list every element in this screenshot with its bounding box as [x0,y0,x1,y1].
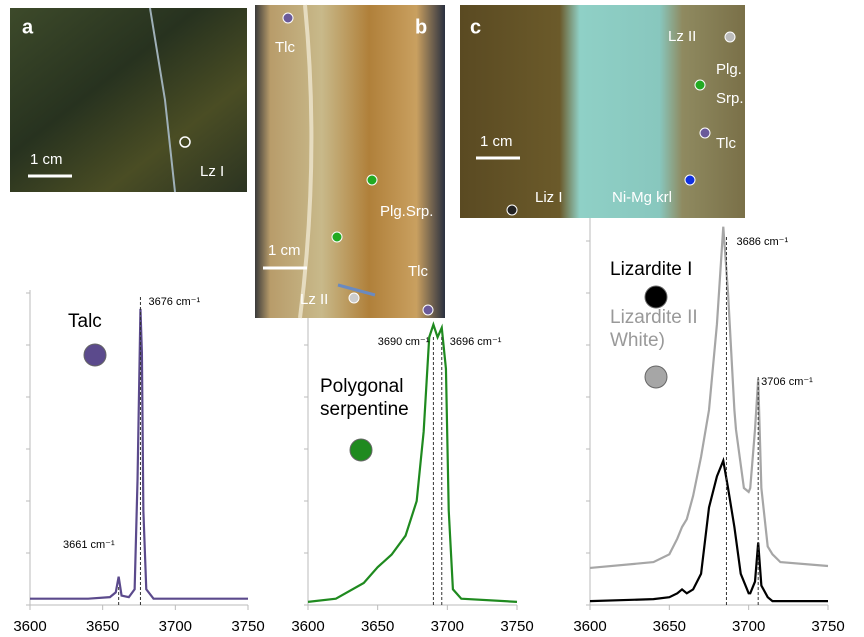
spectra: 3600 3650 3700 3750 3676 cm⁻¹ 3661 cm⁻¹ 3600 36… [13,215,845,635]
x-tick-label: 3700 [159,618,192,635]
x-tick-label: 3600 [573,618,606,635]
mineral-label: Liz I [535,189,563,206]
spot [724,31,736,43]
spot [422,304,434,316]
scale-label: 1 cm [30,151,63,168]
vein [149,7,176,193]
spectrum [589,226,829,570]
mineral-label: Plg. [716,61,742,78]
spot [699,127,711,139]
spot [694,79,706,91]
photos: a 1 cm Lz I b Tlc Plg.Srp. Tlc Lz II 1 c… [10,4,745,319]
legend-dot [644,365,668,389]
scale-label: 1 cm [268,242,301,259]
x-tick-label: 3650 [653,618,686,635]
x-tick-label: 3750 [811,618,844,635]
spectrum [589,456,828,603]
peak-label: 3690 cm⁻¹ [378,336,430,348]
spectrum [307,321,518,603]
x-tick-label: 3750 [231,618,264,635]
x-tick-label: 3650 [86,618,119,635]
legend-label: Polygonal serpentine [320,376,409,420]
photo-b [255,5,445,318]
x-tick-label: 3600 [13,618,46,635]
profile [337,283,376,297]
mineral-label: Plg.Srp. [380,203,433,220]
panel-label: b [415,16,427,38]
peak-label: 3661 cm⁻¹ [63,539,115,551]
mineral-label: Tlc [408,263,428,280]
mineral-label: Lz II [668,28,696,45]
spot [282,12,294,24]
photo-a [10,8,247,192]
vein [298,4,314,319]
legend-label: Lizardite I [610,259,693,280]
mineral-label: Lz II [300,291,328,308]
peak-label: 3676 cm⁻¹ [148,296,200,308]
scale-label: 1 cm [480,133,513,150]
legend-dot [644,285,668,309]
mineral-label: Lz I [200,163,224,180]
spot [366,174,378,186]
mineral-label: Ni-Mg krl [612,189,672,206]
spot [684,174,696,186]
spectrum [30,308,248,600]
panel-label: a [22,16,34,38]
peak-label: 3696 cm⁻¹ [450,336,502,348]
x-tick-label: 3700 [732,618,765,635]
spot [331,231,343,243]
legend-label: Lizardite II White) [610,307,698,351]
mineral-label: Srp. [716,90,744,107]
photo-c [460,5,745,218]
x-tick-label: 3650 [361,618,394,635]
spot [506,204,518,216]
legend-dot [349,438,373,462]
legend-label: Talc [68,311,102,332]
legend-dot [83,343,107,367]
spot [348,292,360,304]
peak-label: 3686 cm⁻¹ [736,236,788,248]
panel-label: c [470,16,481,38]
spot [179,136,191,148]
mineral-label: Tlc [275,39,295,56]
peak-label: 3706 cm⁻¹ [761,376,813,388]
x-tick-label: 3600 [291,618,324,635]
x-tick-label: 3700 [431,618,464,635]
x-tick-label: 3750 [500,618,533,635]
mineral-label: Tlc [716,135,736,152]
